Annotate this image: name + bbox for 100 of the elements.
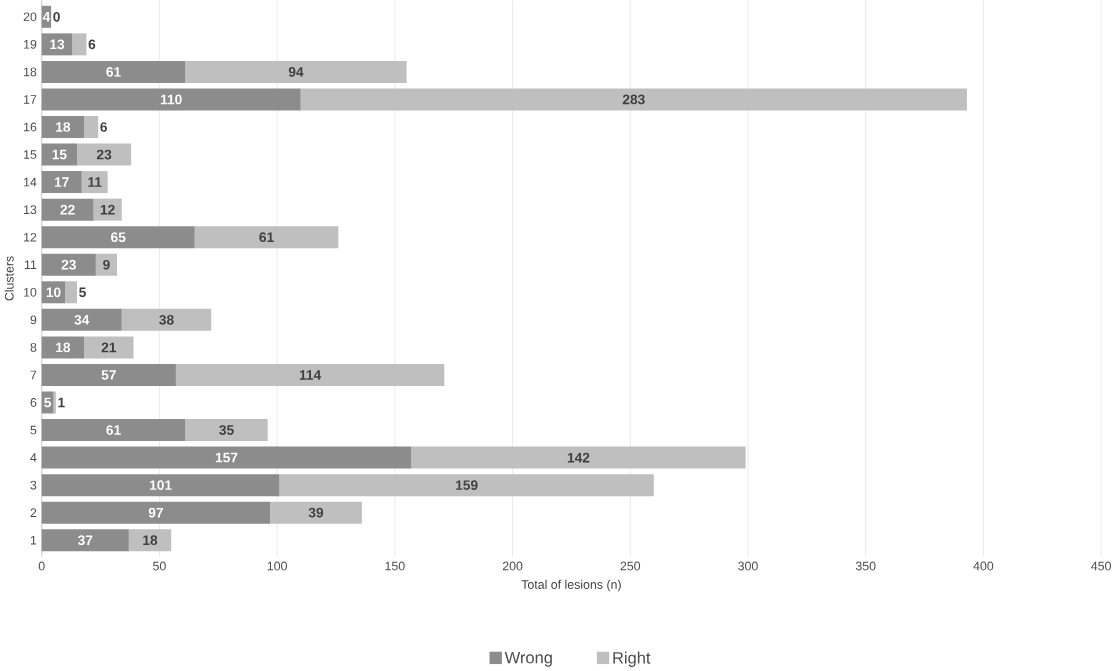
- y-tick-label: 9: [30, 315, 37, 325]
- data-label: 18: [56, 342, 71, 353]
- data-label: 38: [159, 314, 174, 325]
- bar: [53, 391, 56, 414]
- bar: [300, 88, 967, 111]
- y-tick-label: 3: [30, 480, 37, 490]
- data-label: 101: [150, 480, 172, 490]
- data-label: 61: [106, 425, 121, 435]
- data-label: 6: [100, 122, 108, 132]
- data-label: 17: [54, 177, 69, 187]
- bar: [41, 226, 195, 249]
- bar: [41, 308, 122, 331]
- bar: [128, 529, 172, 552]
- data-label: 23: [61, 259, 76, 270]
- data-label: 9: [103, 259, 110, 270]
- data-label: 22: [60, 204, 75, 215]
- x-tick-label: 300: [738, 561, 758, 571]
- bar: [41, 115, 85, 138]
- data-label: 37: [77, 535, 93, 546]
- data-label: 23: [96, 149, 112, 160]
- data-label: 5: [44, 397, 52, 408]
- data-label: 1: [58, 397, 65, 408]
- bar: [93, 198, 122, 221]
- x-axis-title: Total of lesions (n): [521, 579, 621, 592]
- y-tick-label: 13: [24, 205, 37, 215]
- data-label: 97: [148, 507, 163, 518]
- data-label: 94: [288, 67, 304, 77]
- data-label: 11: [88, 177, 102, 187]
- bar: [41, 336, 85, 359]
- y-axis-title: Clusters: [4, 256, 14, 301]
- bar: [194, 226, 339, 249]
- x-tick-label: 350: [855, 561, 876, 571]
- y-tick-label: 15: [24, 150, 37, 159]
- x-tick-label: 200: [502, 561, 523, 571]
- bar: [41, 363, 176, 386]
- y-tick-label: 14: [24, 177, 37, 187]
- data-label: 157: [215, 452, 238, 463]
- bar: [84, 336, 134, 359]
- bar: [279, 474, 654, 497]
- bar: [41, 198, 94, 221]
- data-label: 10: [46, 287, 61, 298]
- y-tick-label: 4: [30, 453, 37, 462]
- x-tick-label: 50: [153, 561, 166, 571]
- x-tick-label: 450: [1091, 561, 1111, 571]
- bar: [41, 253, 96, 276]
- bar: [41, 474, 280, 497]
- bar: [270, 501, 362, 524]
- y-tick-label: 10: [24, 287, 37, 297]
- bar: [41, 446, 412, 469]
- data-label: 6: [88, 39, 96, 50]
- bar: [41, 501, 271, 524]
- y-tick-label: 20: [23, 12, 37, 22]
- bar: [84, 115, 99, 138]
- data-label: 12: [100, 204, 115, 215]
- x-tick-label: 150: [385, 561, 405, 571]
- data-label: 61: [106, 67, 121, 77]
- bar: [81, 171, 108, 194]
- data-label: 4: [42, 12, 51, 22]
- data-label: 34: [74, 314, 90, 325]
- data-label: 110: [160, 94, 182, 105]
- y-tick-label: 7: [30, 370, 37, 380]
- y-tick-label: 11: [24, 260, 37, 269]
- data-label: 57: [101, 370, 116, 380]
- data-label: 18: [56, 122, 71, 132]
- data-label: 159: [456, 480, 478, 490]
- y-tick-label: 8: [30, 342, 37, 352]
- data-label: 18: [143, 535, 158, 546]
- bar: [41, 529, 129, 552]
- bar: [41, 171, 82, 194]
- bar: [41, 88, 301, 111]
- bar: [41, 143, 78, 166]
- x-tick-label: 400: [973, 561, 994, 571]
- data-label: 21: [101, 342, 117, 353]
- bar: [41, 419, 186, 442]
- bar: [175, 363, 445, 386]
- data-label: 15: [52, 149, 67, 160]
- data-label: 65: [111, 232, 126, 243]
- bar: [77, 143, 132, 166]
- data-label: 35: [219, 425, 234, 435]
- data-label: 114: [299, 370, 322, 380]
- bar: [41, 60, 186, 83]
- data-label: 5: [79, 287, 86, 298]
- data-label: 39: [308, 507, 324, 518]
- data-label: 283: [622, 94, 645, 105]
- legend-label: Wrong: [504, 651, 552, 667]
- y-tick-label: 17: [24, 95, 37, 104]
- x-tick-label: 100: [267, 561, 287, 571]
- data-label: 61: [259, 232, 274, 243]
- y-tick-label: 5: [30, 425, 37, 435]
- x-tick-label: 0: [38, 561, 45, 571]
- y-tick-label: 2: [30, 508, 37, 517]
- bar: [72, 33, 87, 56]
- bar: [41, 33, 73, 56]
- data-label: 0: [53, 11, 60, 22]
- bar: [121, 308, 212, 331]
- y-tick-label: 6: [30, 398, 37, 407]
- data-label: 142: [567, 452, 590, 463]
- bar: [95, 253, 118, 276]
- bar: [65, 281, 78, 304]
- data-label: 13: [50, 39, 65, 50]
